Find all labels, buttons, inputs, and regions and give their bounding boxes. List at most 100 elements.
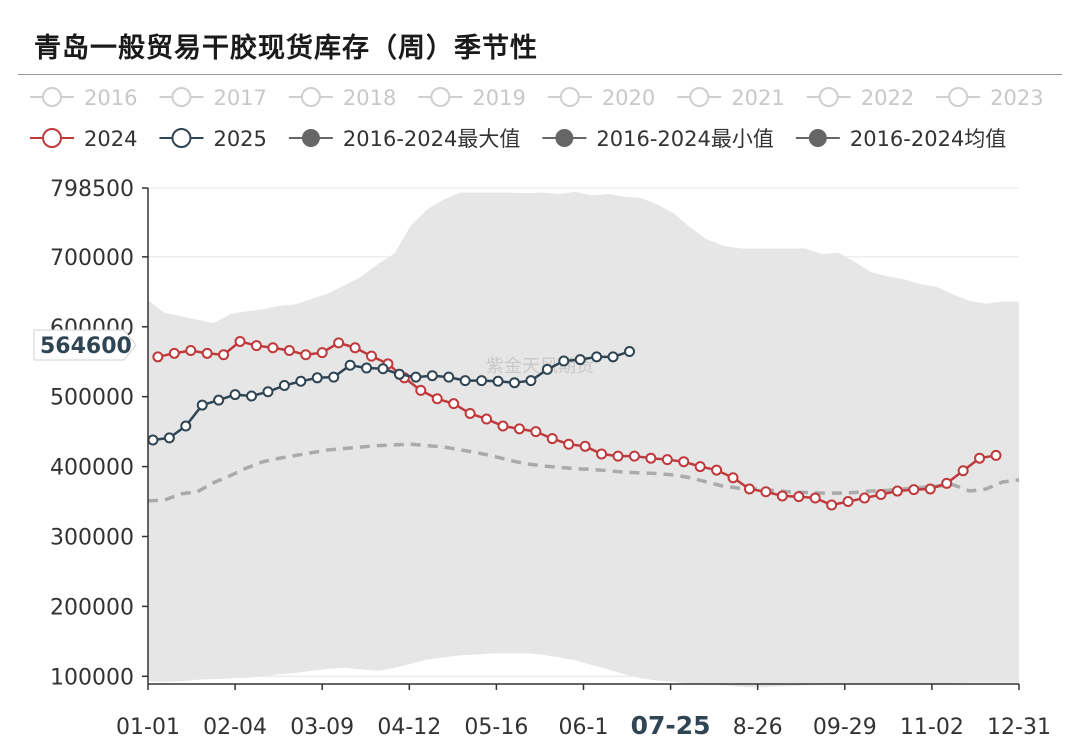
data-point[interactable] xyxy=(448,398,460,410)
data-point[interactable] xyxy=(776,490,788,502)
legend-label: 2018 xyxy=(343,86,396,110)
data-point[interactable] xyxy=(180,420,192,432)
data-point[interactable] xyxy=(809,492,821,504)
data-point[interactable] xyxy=(262,386,274,398)
data-point[interactable] xyxy=(361,362,373,374)
data-point[interactable] xyxy=(508,377,520,389)
legend-item-2017[interactable]: 2017 xyxy=(159,86,267,110)
legend-item-2016-2024最小值[interactable]: 2016-2024最小值 xyxy=(542,127,774,151)
data-point[interactable] xyxy=(196,399,208,411)
data-point[interactable] xyxy=(283,345,295,357)
data-point[interactable] xyxy=(163,432,175,444)
data-point[interactable] xyxy=(842,496,854,508)
legend-item-2019[interactable]: 2019 xyxy=(418,86,526,110)
legend-item-2016-2024最大值[interactable]: 2016-2024最大值 xyxy=(288,127,520,151)
data-point[interactable] xyxy=(612,450,624,462)
data-point[interactable] xyxy=(793,491,805,503)
data-point[interactable] xyxy=(678,456,690,468)
data-point[interactable] xyxy=(476,375,488,387)
data-point[interactable] xyxy=(300,349,312,361)
legend-item-2025[interactable]: 2025 xyxy=(159,127,267,151)
data-point[interactable] xyxy=(591,351,603,363)
data-point[interactable] xyxy=(229,389,241,401)
legend-label: 2016 xyxy=(84,86,137,110)
data-point[interactable] xyxy=(513,423,525,435)
data-point[interactable] xyxy=(464,407,476,419)
data-point[interactable] xyxy=(218,349,230,361)
data-point[interactable] xyxy=(185,345,197,357)
data-point[interactable] xyxy=(541,363,553,375)
legend-label: 2016-2024均值 xyxy=(850,127,1006,151)
data-point[interactable] xyxy=(443,371,455,383)
data-point[interactable] xyxy=(152,351,164,363)
data-point[interactable] xyxy=(349,342,361,354)
legend-item-2021[interactable]: 2021 xyxy=(677,86,785,110)
data-point[interactable] xyxy=(875,489,887,501)
data-point[interactable] xyxy=(607,351,619,363)
data-point[interactable] xyxy=(908,484,920,496)
data-point[interactable] xyxy=(481,413,493,425)
legend-circle-icon xyxy=(689,87,710,107)
data-point[interactable] xyxy=(711,464,723,476)
data-point[interactable] xyxy=(377,363,389,375)
legend-item-2016-2024均值[interactable]: 2016-2024均值 xyxy=(795,127,1006,151)
data-point[interactable] xyxy=(525,375,537,387)
data-point[interactable] xyxy=(558,355,570,367)
data-point[interactable] xyxy=(974,452,986,464)
data-point[interactable] xyxy=(246,390,258,402)
data-point[interactable] xyxy=(234,335,246,347)
data-point[interactable] xyxy=(743,483,755,495)
data-point[interactable] xyxy=(393,368,405,380)
data-point[interactable] xyxy=(826,499,838,511)
data-point[interactable] xyxy=(168,347,180,359)
data-point[interactable] xyxy=(941,477,953,489)
data-point[interactable] xyxy=(628,450,640,462)
data-point[interactable] xyxy=(410,371,422,383)
data-point[interactable] xyxy=(431,393,443,405)
y-axis-pointer-value: 564600 xyxy=(40,334,132,359)
data-point[interactable] xyxy=(201,347,213,359)
data-point[interactable] xyxy=(990,449,1002,461)
legend-item-2016[interactable]: 2016 xyxy=(30,86,137,110)
data-point[interactable] xyxy=(333,337,345,349)
data-point[interactable] xyxy=(147,434,159,446)
data-point[interactable] xyxy=(344,359,356,371)
data-point[interactable] xyxy=(760,486,772,498)
data-point[interactable] xyxy=(250,340,262,352)
data-point[interactable] xyxy=(497,420,509,432)
data-point[interactable] xyxy=(328,371,340,383)
data-point[interactable] xyxy=(563,438,575,450)
legend-item-2024[interactable]: 2024 xyxy=(30,127,137,151)
data-point[interactable] xyxy=(426,370,438,382)
data-point[interactable] xyxy=(492,375,504,387)
data-point[interactable] xyxy=(546,433,558,445)
data-point[interactable] xyxy=(579,440,591,452)
data-point[interactable] xyxy=(459,375,471,387)
data-point[interactable] xyxy=(311,372,323,384)
data-point[interactable] xyxy=(957,465,969,477)
data-point[interactable] xyxy=(694,461,706,473)
data-point[interactable] xyxy=(278,379,290,391)
data-point[interactable] xyxy=(596,448,608,460)
data-point[interactable] xyxy=(366,350,378,362)
data-point[interactable] xyxy=(645,452,657,464)
data-point[interactable] xyxy=(859,492,871,504)
data-point[interactable] xyxy=(316,347,328,359)
data-point[interactable] xyxy=(624,346,636,358)
legend-item-2018[interactable]: 2018 xyxy=(288,86,396,110)
data-point[interactable] xyxy=(661,454,673,466)
data-point[interactable] xyxy=(213,394,225,406)
legend-item-2022[interactable]: 2022 xyxy=(806,86,914,110)
data-point[interactable] xyxy=(415,384,427,396)
data-point[interactable] xyxy=(574,354,586,366)
data-point[interactable] xyxy=(267,342,279,354)
data-point[interactable] xyxy=(727,472,739,484)
data-point[interactable] xyxy=(295,375,307,387)
x-tick-label: 04-12 xyxy=(377,715,441,740)
legend-item-2023[interactable]: 2023 xyxy=(936,86,1044,110)
legend-item-2020[interactable]: 2020 xyxy=(547,86,655,110)
data-point[interactable] xyxy=(924,483,936,495)
data-point[interactable] xyxy=(891,485,903,497)
data-point[interactable] xyxy=(530,426,542,438)
